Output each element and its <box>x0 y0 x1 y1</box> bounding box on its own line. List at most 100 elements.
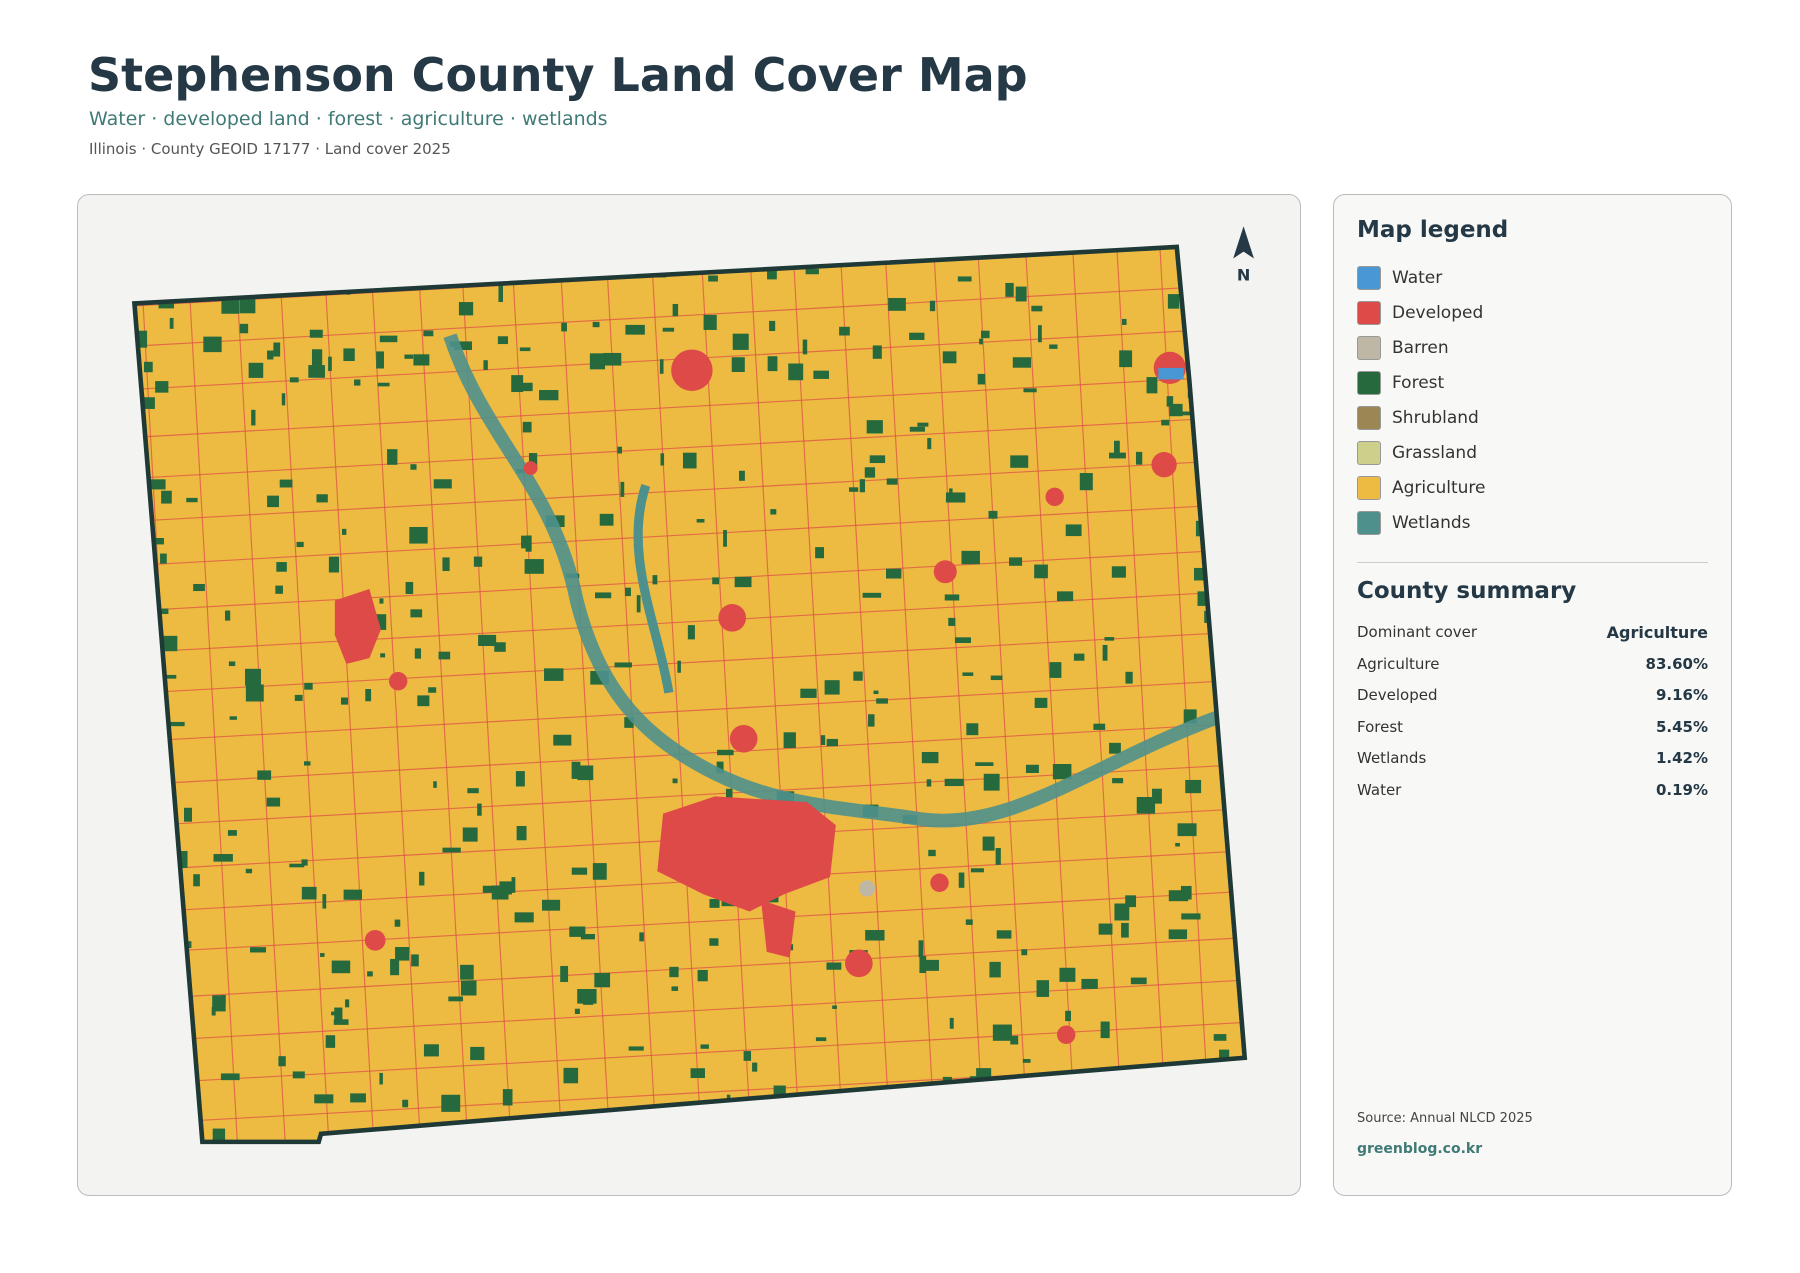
summary-label: Water <box>1357 780 1402 799</box>
forest-patch <box>162 271 182 278</box>
forest-patch <box>660 453 665 466</box>
summary-label: Wetlands <box>1357 749 1427 767</box>
legend-item: Developed <box>1357 300 1483 326</box>
forest-patch <box>853 671 863 681</box>
forest-patch <box>996 930 1012 939</box>
road <box>134 374 1245 439</box>
forest-patch <box>580 934 595 940</box>
forest-patch <box>1098 923 1113 935</box>
forest-patch <box>1189 356 1207 372</box>
forest-patch <box>375 614 387 630</box>
forest-patch <box>442 557 450 572</box>
forest-patch <box>278 1056 286 1067</box>
forest-patch <box>186 497 198 503</box>
map: N <box>131 226 1259 1145</box>
forest-patch <box>1208 583 1224 593</box>
forest-patch <box>1093 723 1106 730</box>
wetland <box>633 483 674 694</box>
legend-label: Shrubland <box>1392 408 1479 428</box>
forest-patch <box>161 980 175 987</box>
forest-patch <box>428 687 437 693</box>
forest-patch <box>333 1019 349 1025</box>
forest-patch <box>365 689 372 702</box>
forest-patch <box>802 339 808 355</box>
forest-patch <box>723 530 727 547</box>
forest-patch <box>949 488 953 495</box>
forest-patch <box>433 781 437 788</box>
forest-patch <box>1022 1058 1031 1063</box>
forest-patch <box>1034 564 1048 579</box>
forest-patch <box>1049 344 1058 349</box>
summary-value: 0.19% <box>1655 780 1708 799</box>
forest-patch <box>279 479 293 488</box>
forest-patch <box>703 314 717 330</box>
forest-patch <box>869 455 886 464</box>
forest-patch <box>448 996 464 1002</box>
road <box>277 246 331 1142</box>
forest-patch <box>522 421 532 433</box>
summary-row: Water 0.19% <box>1357 781 1708 799</box>
forest-patch <box>483 360 488 370</box>
forest-patch <box>944 594 960 601</box>
forest-patch <box>700 1044 709 1049</box>
forest-patch <box>224 610 231 621</box>
forest-patch <box>442 847 461 853</box>
forest-patch <box>542 899 561 911</box>
forest-patch <box>328 556 340 573</box>
forest-patch <box>620 481 625 497</box>
forest-patch <box>1213 1034 1227 1041</box>
forest-patch <box>992 1024 1012 1041</box>
forest-patch <box>1185 779 1202 794</box>
forest-patch <box>1255 256 1259 263</box>
forest-patch <box>980 330 990 339</box>
forest-patch <box>865 930 885 941</box>
town <box>1056 1025 1076 1044</box>
forest-patch <box>712 577 720 585</box>
forest-patch <box>577 765 594 781</box>
title: Stephenson County Land Cover Map <box>88 48 1028 102</box>
forest-patch <box>1148 1122 1153 1132</box>
forest-patch <box>1130 977 1147 985</box>
forest-patch <box>624 717 634 728</box>
forest-patch <box>1161 419 1170 426</box>
forest-patch <box>1079 473 1093 491</box>
forest-patch <box>275 585 283 594</box>
forest-patch <box>1175 842 1180 847</box>
forest-patch <box>1232 1076 1239 1090</box>
summary-row: Agriculture 83.60% <box>1357 655 1708 673</box>
forest-patch <box>328 356 332 372</box>
town <box>718 604 747 632</box>
forest-patch <box>977 373 986 385</box>
forest-patch <box>677 660 681 673</box>
road <box>134 415 1245 480</box>
forest-patch <box>460 980 477 996</box>
forest-patch <box>948 617 956 626</box>
forest-patch <box>193 583 205 592</box>
forest-patch <box>494 642 506 652</box>
legend-item: Agriculture <box>1357 475 1486 501</box>
road <box>1071 246 1125 1142</box>
forest-patch <box>919 955 927 973</box>
forest-patch <box>1125 671 1133 684</box>
forest-patch <box>995 847 1001 865</box>
legend-item: Forest <box>1357 370 1444 396</box>
forest-patch <box>1065 524 1082 537</box>
forest-patch <box>134 1009 151 1025</box>
forest-patch <box>636 595 641 613</box>
forest-patch <box>888 297 906 311</box>
forest-patch <box>805 268 819 275</box>
source: Source: Annual NLCD 2025 <box>1357 1111 1533 1126</box>
forest-patch <box>589 353 606 370</box>
forest-patch <box>304 761 311 766</box>
forest-patch <box>1237 484 1243 499</box>
legend-label: Grassland <box>1392 443 1477 463</box>
forest-patch <box>301 859 308 866</box>
summary-label: Forest <box>1357 717 1404 736</box>
forest-patch <box>1166 396 1174 407</box>
forest-patch <box>1136 796 1156 814</box>
forest-patch <box>982 836 995 851</box>
forest-patch <box>511 375 524 393</box>
forest-patch <box>800 688 817 698</box>
forest-patch <box>273 342 281 357</box>
